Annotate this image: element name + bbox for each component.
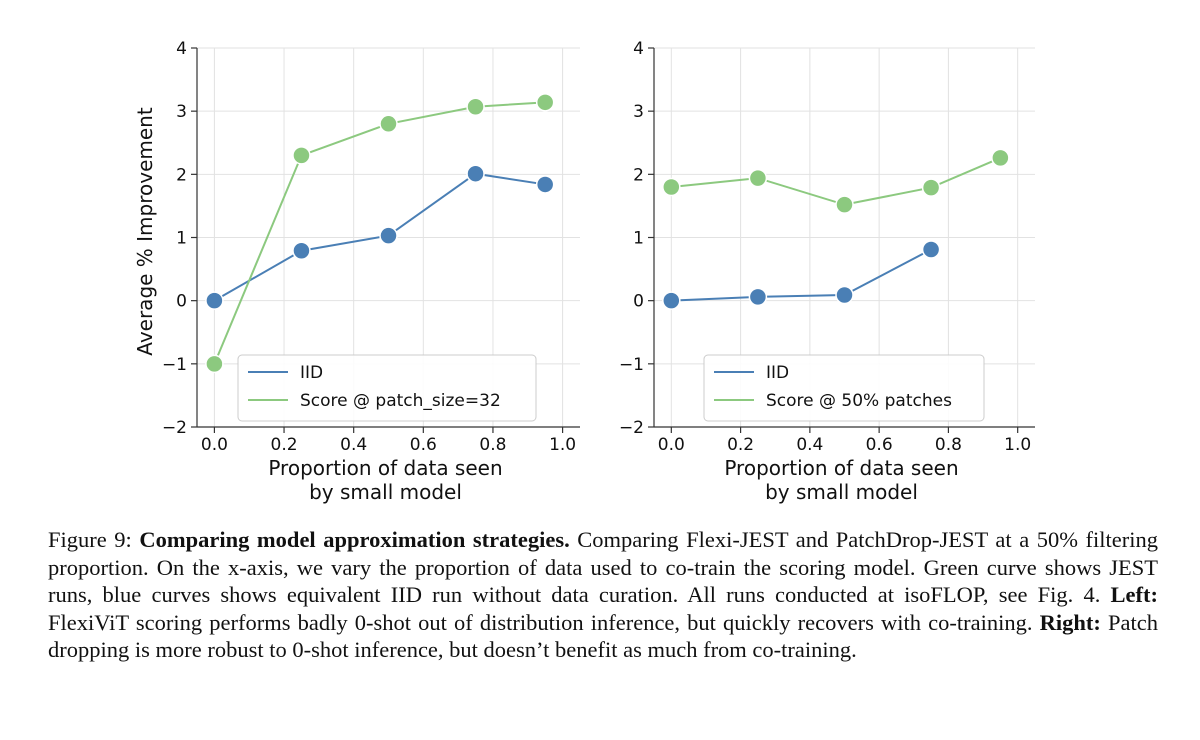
y-tick-label: 2 bbox=[633, 165, 644, 185]
data-point-iid bbox=[921, 240, 941, 259]
y-tick-label: 3 bbox=[176, 102, 187, 122]
y-tick-label: 1 bbox=[176, 229, 187, 249]
x-tick-label: 0.8 bbox=[935, 435, 962, 455]
x-axis-title: by small model bbox=[309, 480, 462, 504]
y-tick-label: 4 bbox=[633, 39, 644, 59]
data-point-iid bbox=[535, 175, 555, 194]
y-tick-label: 3 bbox=[633, 102, 644, 122]
x-tick-label: 0.0 bbox=[658, 435, 685, 455]
caption-title: Comparing model approximation strategies… bbox=[139, 527, 570, 552]
caption-left-label: Left: bbox=[1110, 582, 1158, 607]
data-point-score bbox=[205, 354, 224, 374]
data-point-iid bbox=[662, 291, 681, 310]
x-tick-label: 0.8 bbox=[479, 435, 506, 455]
caption-text: Comparing Flexi-JEST and PatchDrop-JEST … bbox=[48, 527, 1159, 607]
x-tick-label: 1.0 bbox=[1004, 435, 1031, 455]
legend-label: IID bbox=[300, 363, 323, 383]
data-point-iid bbox=[466, 164, 485, 183]
caption-right-text: Patch dropping is more robust to 0-shot … bbox=[48, 609, 1159, 663]
series-line-score bbox=[671, 156, 1001, 206]
x-tick-label: 0.2 bbox=[271, 435, 298, 455]
y-tick-label: 1 bbox=[633, 229, 644, 249]
data-point-score bbox=[991, 148, 1010, 168]
data-point-iid bbox=[292, 241, 311, 261]
data-point-iid bbox=[379, 226, 398, 245]
legend-box bbox=[237, 354, 537, 422]
x-axis-title: Proportion of data seen bbox=[724, 456, 958, 480]
y-tick-label: 0 bbox=[633, 292, 644, 312]
data-point-score bbox=[662, 177, 681, 197]
data-point-score bbox=[921, 178, 941, 197]
data-point-iid bbox=[835, 285, 854, 305]
data-point-score bbox=[535, 93, 555, 112]
data-point-score bbox=[379, 114, 398, 134]
x-tick-label: 0.6 bbox=[866, 435, 893, 455]
y-tick-label: 0 bbox=[176, 292, 187, 312]
figure-9-charts: −2 −1 0 1 2 3 4 0.0 0.2 0.4 0.6 0.8 1.0 Proportion of… bbox=[133, 39, 1035, 504]
x-tick-label: 0.4 bbox=[796, 435, 823, 455]
caption-left-text: FlexiViT scoring performs badly 0-shot o… bbox=[48, 609, 1033, 635]
caption-label: Figure 9: bbox=[48, 527, 132, 552]
x-tick-label: 0.0 bbox=[201, 435, 228, 455]
figure-caption: Figure 9: Comparing model approximation … bbox=[48, 526, 1158, 664]
x-axis-title: by small model bbox=[765, 480, 918, 504]
y-tick-label: 4 bbox=[176, 39, 187, 59]
data-point-score bbox=[466, 97, 485, 116]
y-tick-label: −2 bbox=[162, 418, 187, 438]
data-point-score bbox=[835, 195, 854, 214]
x-tick-label: 1.0 bbox=[549, 435, 576, 455]
x-axis-title: Proportion of data seen bbox=[268, 456, 502, 480]
data-point-score bbox=[748, 168, 768, 188]
y-tick-label: −1 bbox=[619, 355, 644, 375]
x-tick-label: 0.6 bbox=[410, 435, 437, 455]
series-line-iid bbox=[671, 248, 932, 302]
data-point-iid bbox=[205, 291, 224, 310]
y-tick-label: −1 bbox=[162, 355, 187, 375]
data-point-score bbox=[292, 146, 311, 165]
y-axis-title: Average % Improvement bbox=[133, 107, 157, 356]
left-chart: −2 −1 0 1 2 3 4 0.0 0.2 0.4 0.6 0.8 1.0 Proportion of… bbox=[133, 39, 580, 504]
y-tick-label: 2 bbox=[176, 165, 187, 185]
data-point-iid bbox=[748, 287, 768, 307]
y-tick-label: −2 bbox=[619, 418, 644, 438]
caption-right-label: Right: bbox=[1039, 609, 1101, 635]
legend-box bbox=[703, 354, 985, 422]
legend-label: Score @ 50% patches bbox=[766, 391, 952, 411]
right-chart: −2 −1 0 1 2 3 4 0.0 0.2 0.4 0.6 0.8 1.0 Proportion of… bbox=[619, 39, 1035, 504]
x-tick-label: 0.2 bbox=[727, 435, 754, 455]
x-tick-label: 0.4 bbox=[340, 435, 367, 455]
legend-label: IID bbox=[766, 363, 789, 383]
legend-label: Score @ patch_size=32 bbox=[300, 391, 501, 411]
